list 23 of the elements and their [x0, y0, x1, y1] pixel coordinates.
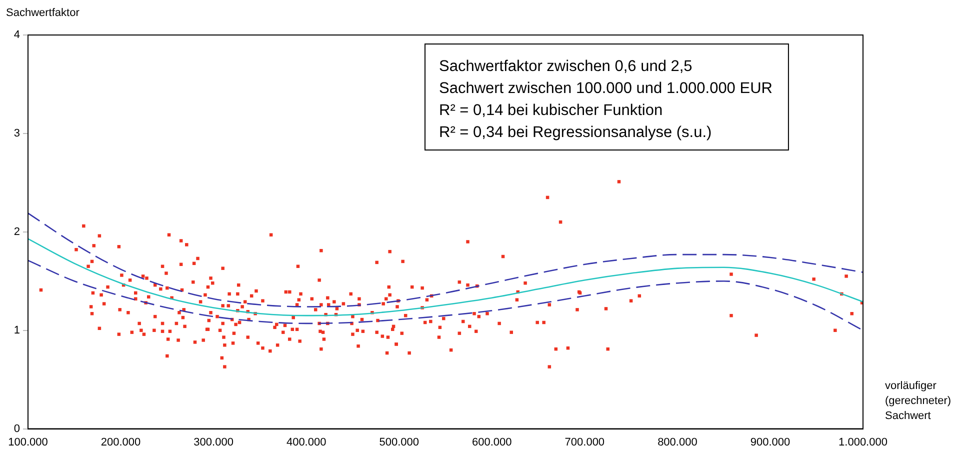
x-tick-label: 800.000 — [658, 436, 698, 448]
line-series — [28, 260, 863, 331]
y-tick-label: 2 — [14, 226, 20, 238]
x-axis-title: vorläufiger (gerechneter) Sachwert — [885, 380, 952, 422]
annotation: R² = 0,14 bei kubischer Funktion — [439, 102, 663, 119]
x-tick-label: 1.000.000 — [838, 436, 888, 448]
x-tick-label: 300.000 — [194, 436, 234, 448]
x-tick-label: 500.000 — [379, 436, 419, 448]
y-tick-label: 4 — [14, 29, 20, 42]
y-tick-label: 1 — [14, 324, 20, 336]
x-tick-label: 200.000 — [100, 436, 141, 448]
x-tick-label: 600.000 — [472, 436, 512, 448]
annotation: Sachwert zwischen 100.000 und 1.000.000 EUR — [439, 80, 772, 97]
annotation: R² = 0,34 bei Regressionsanalyse (s.u.) — [439, 124, 712, 141]
annotation: Sachwertfaktor zwischen 0,6 und 2,5 — [439, 58, 692, 75]
x-tick-label: 700.000 — [564, 436, 605, 448]
y-tick-label: 3 — [14, 127, 20, 140]
y-tick-label: 0 — [14, 422, 20, 435]
x-tick-label: 400.000 — [286, 436, 326, 448]
x-tick-label: 100.000 — [8, 436, 48, 448]
line-series — [28, 212, 863, 308]
y-axis-title: Sachwertfaktor — [6, 7, 80, 19]
x-tick-label: 900.000 — [750, 436, 790, 448]
